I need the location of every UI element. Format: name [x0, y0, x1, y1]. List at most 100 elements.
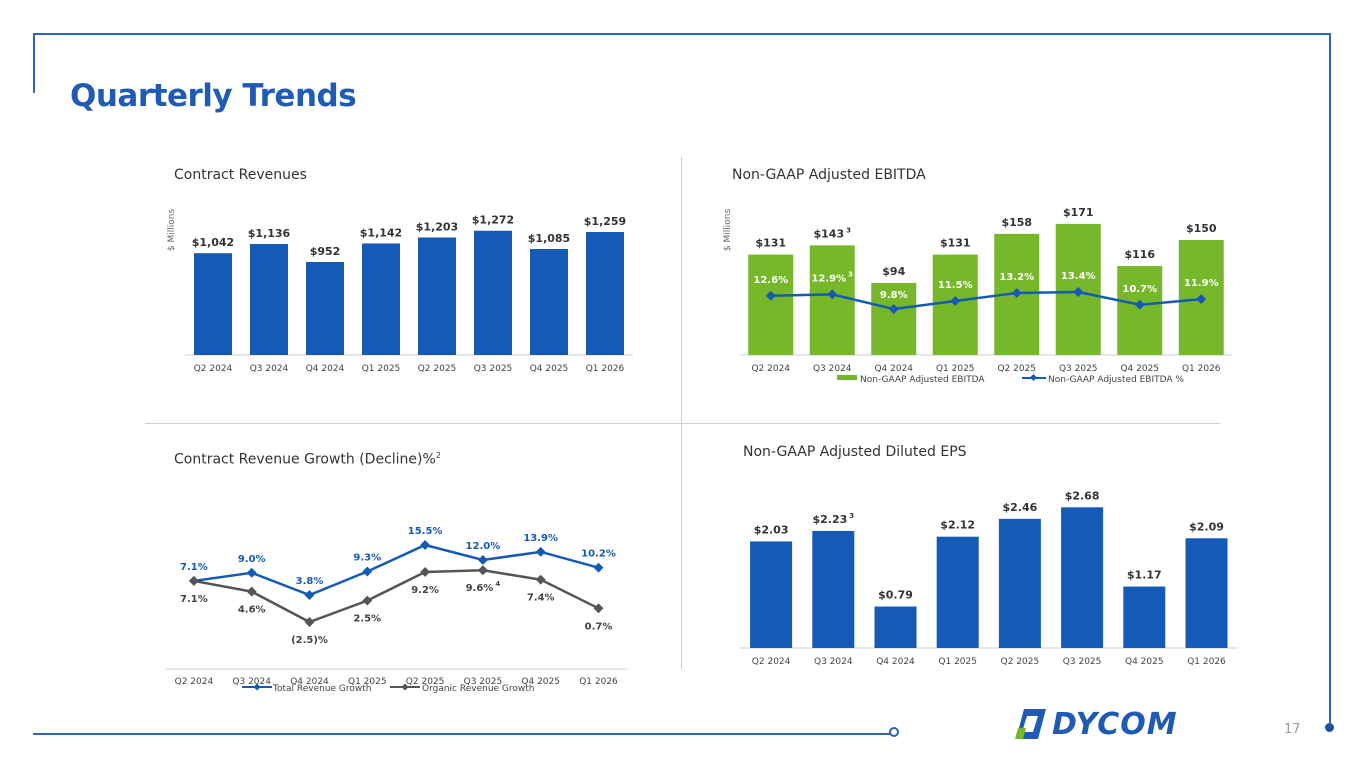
line-point [420, 540, 431, 550]
data-label: $1,085 [528, 232, 570, 245]
tick-label: Q1 2025 [348, 677, 387, 687]
bar [194, 253, 232, 355]
tick-label: Q3 2025 [1063, 657, 1102, 667]
bar [530, 249, 568, 355]
organic-growth-label: 0.7% [585, 621, 613, 632]
bar-data-label: $131 [755, 237, 786, 250]
line-point [950, 296, 961, 306]
frame-top-line [33, 33, 1330, 35]
revenue-growth-chart: 7.1% 9.0% 3.8% 9.3% 15.5% 12.0% 13.9% 10.2% 7.1%… [165, 526, 628, 694]
tick-label: Q3 2024 [232, 677, 271, 687]
data-label: $1,142 [360, 226, 402, 239]
tick-label: Q2 2024 [751, 364, 790, 374]
line-point [1011, 287, 1022, 298]
organic-growth-label: 7.4% [527, 593, 555, 604]
frame-circle-marker [889, 727, 899, 737]
tick-label: Q1 2025 [362, 364, 401, 374]
total-growth-label: 7.1% [180, 562, 208, 573]
tick-label: Q1 2025 [936, 364, 975, 374]
line-point [593, 562, 604, 573]
organic-growth-label: (2.5)% [291, 635, 328, 646]
organic-growth-label: 2.5% [353, 614, 381, 625]
bar [1185, 538, 1228, 648]
data-label: $2.03 [754, 523, 789, 536]
total-growth-line [193, 543, 599, 597]
tick-label: Q2 2024 [194, 364, 233, 374]
tick-label: Q1 2026 [579, 677, 618, 687]
organic-growth-line [193, 568, 600, 624]
tick-label: Q1 2025 [938, 657, 977, 667]
line-point [1073, 287, 1084, 297]
bar-data-label: $158 [1001, 216, 1032, 229]
percent-data-label: 12.6% [753, 275, 788, 286]
bar [586, 232, 624, 355]
legend-label-total: Total Revenue Growth [272, 684, 372, 694]
bar [362, 243, 400, 355]
line-point [246, 586, 257, 597]
line-point [1196, 294, 1207, 305]
dycom-logo: DYCOM [1014, 706, 1178, 742]
eps-chart: $2.03 Q2 2024 $2.23 3 Q3 2024 $0.79 Q4 2024 $2.… [740, 489, 1238, 667]
revenue-growth-title-footnote: 2 [435, 451, 441, 460]
dycom-logo-text: DYCOM [1052, 706, 1178, 742]
tick-label: Q3 2024 [814, 657, 853, 667]
line-point [362, 566, 373, 577]
tick-label: Q2 2025 [406, 677, 445, 687]
y-axis-label: $ Millions [723, 209, 733, 252]
legend-label-ebitda: Non-GAAP Adjusted EBITDA [860, 375, 985, 385]
bar-data-label: $131 [940, 237, 971, 250]
line-point [477, 555, 488, 565]
tick-label: Q4 2024 [876, 657, 915, 667]
bar [750, 541, 793, 648]
data-label: $2.23 3 [812, 512, 854, 526]
tick-label: Q4 2024 [874, 364, 913, 374]
tick-label: Q1 2026 [1182, 364, 1221, 374]
bar-data-label: $171 [1063, 206, 1094, 219]
legend-marker-total [253, 683, 261, 691]
line-point [420, 567, 431, 577]
tick-label: Q2 2024 [752, 657, 791, 667]
ebitda-title: Non-GAAP Adjusted EBITDA [732, 167, 926, 183]
line-point [246, 567, 257, 578]
percent-data-label: 9.8% [880, 290, 908, 301]
tick-label: Q2 2025 [1001, 657, 1040, 667]
horizontal-divider [145, 423, 1220, 424]
contract-revenues-title: Contract Revenues [174, 167, 307, 183]
data-label: $2.12 [940, 519, 975, 532]
total-growth-label: 10.2% [581, 549, 616, 560]
bar [871, 282, 917, 355]
bar [474, 230, 512, 355]
page-title: Quarterly Trends [70, 78, 357, 114]
revenue-growth-title: Contract Revenue Growth (Decline)%2 [174, 451, 441, 468]
total-growth-label: 9.0% [238, 554, 266, 565]
line-point [188, 575, 199, 586]
data-label: $1.17 [1127, 569, 1162, 582]
bar [1117, 266, 1163, 355]
percent-data-label: 13.2% [999, 272, 1034, 283]
data-label: $1,203 [416, 220, 458, 233]
bar [1123, 586, 1166, 648]
bar [874, 606, 917, 648]
dycom-logo-icon [1015, 709, 1046, 739]
bar [812, 530, 855, 648]
percent-data-label: 11.9% [1184, 278, 1219, 289]
organic-growth-label: 7.1% [180, 594, 208, 605]
line-point [1134, 299, 1145, 310]
tick-label: Q4 2025 [1120, 364, 1159, 374]
tick-label: Q4 2024 [290, 677, 329, 687]
ebitda-chart: $ Millions $131 Q2 2024 $143 3 Q3 2024 $94 Q4 2… [723, 206, 1232, 385]
total-growth-label: 3.8% [296, 576, 324, 587]
total-growth-label: 15.5% [408, 526, 443, 537]
legend-label-ebitda-percent: Non-GAAP Adjusted EBITDA % [1048, 375, 1184, 385]
legend-marker-ebitda-percent [1029, 373, 1038, 382]
frame-bottom-line [33, 733, 891, 735]
bar [998, 518, 1041, 648]
tick-label: Q3 2025 [474, 364, 513, 374]
bar-data-label: $94 [882, 265, 905, 278]
percent-data-label: 10.7% [1122, 284, 1157, 295]
organic-growth-label: 9.2% [411, 585, 439, 596]
vertical-divider [681, 157, 682, 669]
data-label: $1,259 [584, 215, 626, 228]
organic-growth-label: 9.6% 4 [466, 580, 501, 594]
line-point [888, 304, 899, 314]
